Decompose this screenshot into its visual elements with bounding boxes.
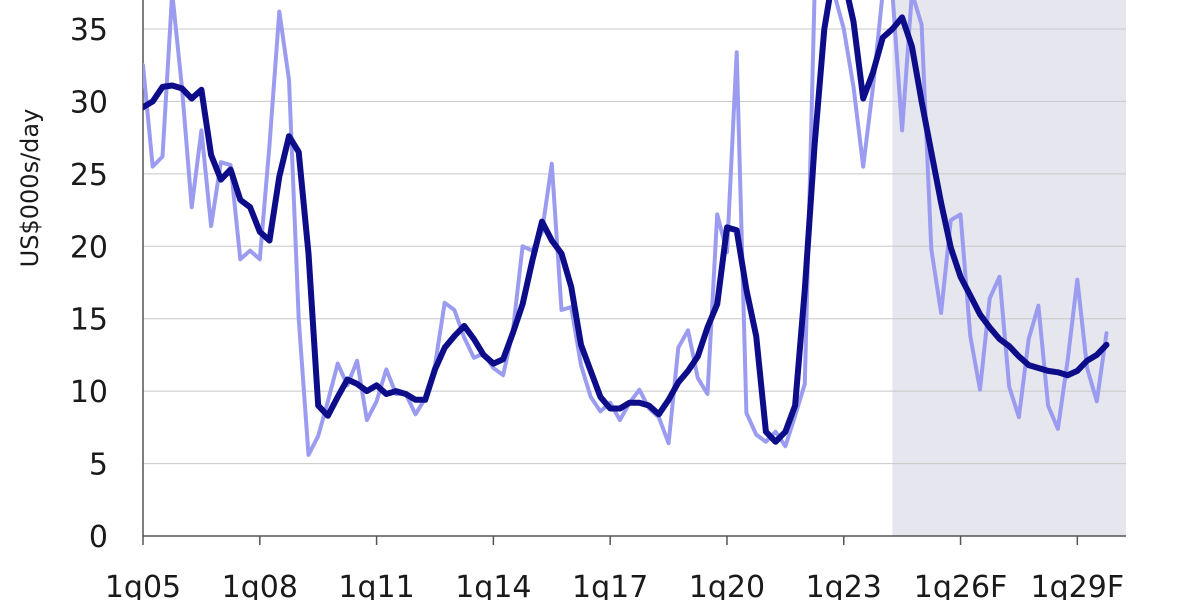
y-axis-title: US$000s/day (16, 109, 44, 268)
x-tick-label: 1q08 (222, 570, 298, 600)
series-line-dark (143, 0, 1110, 445)
y-tick-label: 25 (70, 158, 108, 193)
x-axis-ticks (142, 536, 1079, 545)
y-tick-label: 30 (70, 85, 108, 120)
forecast-shaded-region (892, 0, 1126, 536)
x-tick-label: 1q26F (914, 570, 1008, 600)
series-line-light (143, 0, 1109, 457)
y-axis-tick-labels: 0 5 10 15 20 25 30 35 (70, 13, 108, 555)
x-tick-label: 1q14 (455, 570, 531, 600)
x-tick-label: 1q17 (572, 570, 648, 600)
x-tick-label: 1q23 (806, 570, 882, 600)
y-tick-label: 35 (70, 13, 108, 48)
x-axis-tick-labels: 1q05 1q08 1q11 1q14 1q17 1q20 1q23 1q26F 1q29F (105, 570, 1124, 600)
y-tick-label: 0 (89, 520, 108, 555)
series-lines (143, 0, 1110, 457)
x-tick-label: 1q05 (105, 570, 181, 600)
x-tick-label: 1q11 (338, 570, 414, 600)
x-tick-label: 1q29F (1031, 570, 1125, 600)
y-tick-label: 5 (89, 448, 108, 483)
y-tick-label: 20 (70, 230, 108, 265)
y-tick-label: 10 (70, 375, 108, 410)
x-tick-label: 1q20 (689, 570, 765, 600)
y-tick-label: 15 (70, 303, 108, 338)
